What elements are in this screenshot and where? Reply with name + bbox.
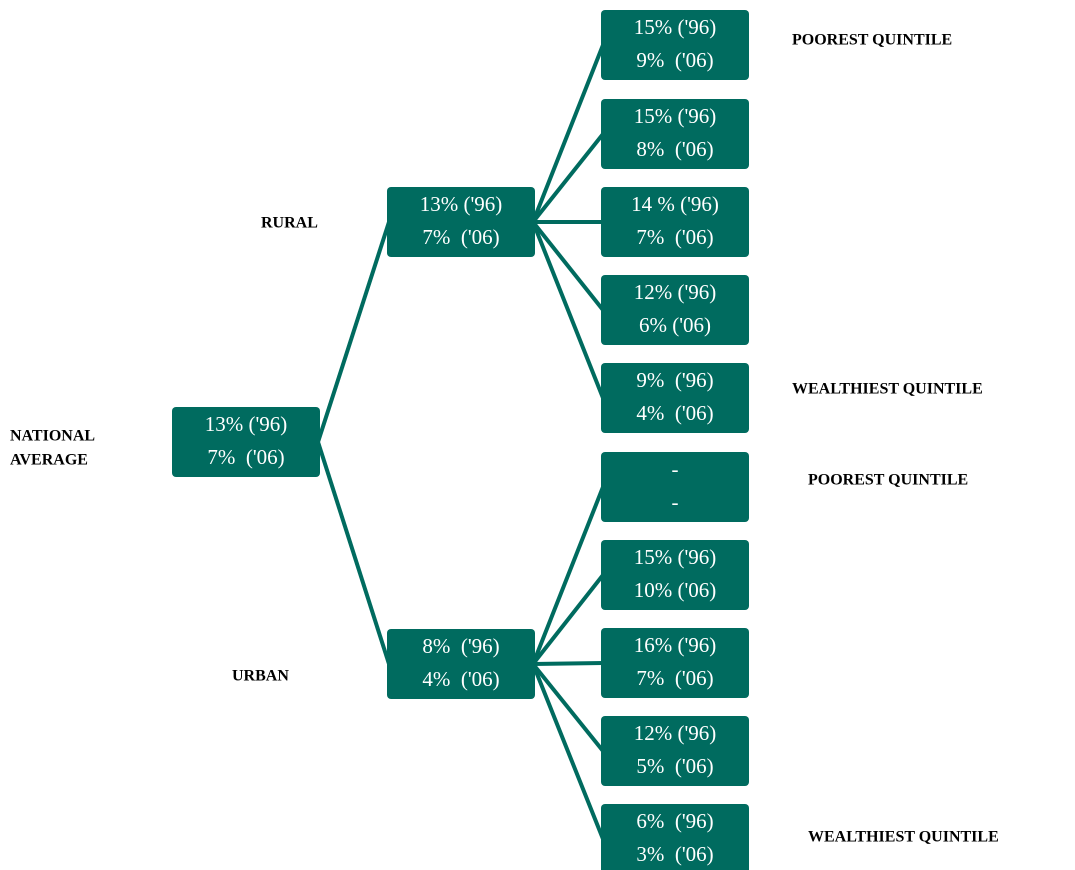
group-label: NATIONAL <box>10 428 95 445</box>
connector <box>316 441 391 665</box>
group-label: URBAN <box>232 668 289 685</box>
labels: NATIONAL AVERAGE RURAL URBAN POOREST QUINTIL… <box>10 32 999 846</box>
node-box <box>601 10 749 80</box>
nodes: 13% ('96) 7% ('06) 13% ('96) 7% ('06) 8% ('9… <box>172 10 749 870</box>
node-box <box>172 407 320 477</box>
node-text: 15% ('96) <box>634 15 717 39</box>
connector <box>532 661 604 666</box>
node-box <box>387 629 535 699</box>
node-text: 7% ('06) <box>422 225 499 249</box>
connector <box>531 44 605 223</box>
node-box <box>601 540 749 610</box>
node-text: 7% ('06) <box>207 445 284 469</box>
node-box <box>601 363 749 433</box>
node-box <box>601 716 749 786</box>
connector <box>531 486 605 665</box>
connector <box>531 663 605 840</box>
group-label: POOREST QUINTILE <box>808 472 968 489</box>
node-text: 3% ('06) <box>636 842 713 866</box>
node-box <box>601 452 749 522</box>
node-box <box>601 99 749 169</box>
connector <box>531 132 605 224</box>
connector <box>531 573 605 666</box>
node-text: 14 % ('96) <box>631 192 719 216</box>
node-text: 6% ('06) <box>639 313 711 337</box>
node-text: 4% ('06) <box>422 667 499 691</box>
node-text: 15% ('96) <box>634 104 717 128</box>
connector <box>531 662 605 753</box>
node-box <box>601 628 749 698</box>
node-text: 7% ('06) <box>636 225 713 249</box>
connector <box>531 221 605 399</box>
node-text: - <box>672 457 679 481</box>
node-text: 6% ('96) <box>636 809 713 833</box>
group-label: POOREST QUINTILE <box>792 32 952 49</box>
node-text: 8% ('06) <box>636 137 713 161</box>
connectors <box>316 44 605 840</box>
node-text: 13% ('96) <box>420 192 503 216</box>
node-text: 4% ('06) <box>636 401 713 425</box>
node-text: 12% ('96) <box>634 721 717 745</box>
node-text: 9% ('06) <box>636 48 713 72</box>
node-text: 7% ('06) <box>636 666 713 690</box>
node-box <box>387 187 535 257</box>
node-text: 10% ('06) <box>634 578 717 602</box>
connector <box>316 221 391 443</box>
node-text: 15% ('96) <box>634 545 717 569</box>
node-box <box>601 804 749 870</box>
connector <box>531 220 605 312</box>
group-label: RURAL <box>261 215 318 232</box>
group-label: WEALTHIEST QUINTILE <box>808 829 999 846</box>
node-text: 12% ('96) <box>634 280 717 304</box>
group-label: AVERAGE <box>10 452 88 469</box>
node-text: 16% ('96) <box>634 633 717 657</box>
node-text: - <box>672 490 679 514</box>
group-label: WEALTHIEST QUINTILE <box>792 381 983 398</box>
node-text: 5% ('06) <box>636 754 713 778</box>
node-text: 13% ('96) <box>205 412 288 436</box>
node-text: 9% ('96) <box>636 368 713 392</box>
node-box <box>601 275 749 345</box>
node-box <box>601 187 749 257</box>
node-text: 8% ('96) <box>422 634 499 658</box>
